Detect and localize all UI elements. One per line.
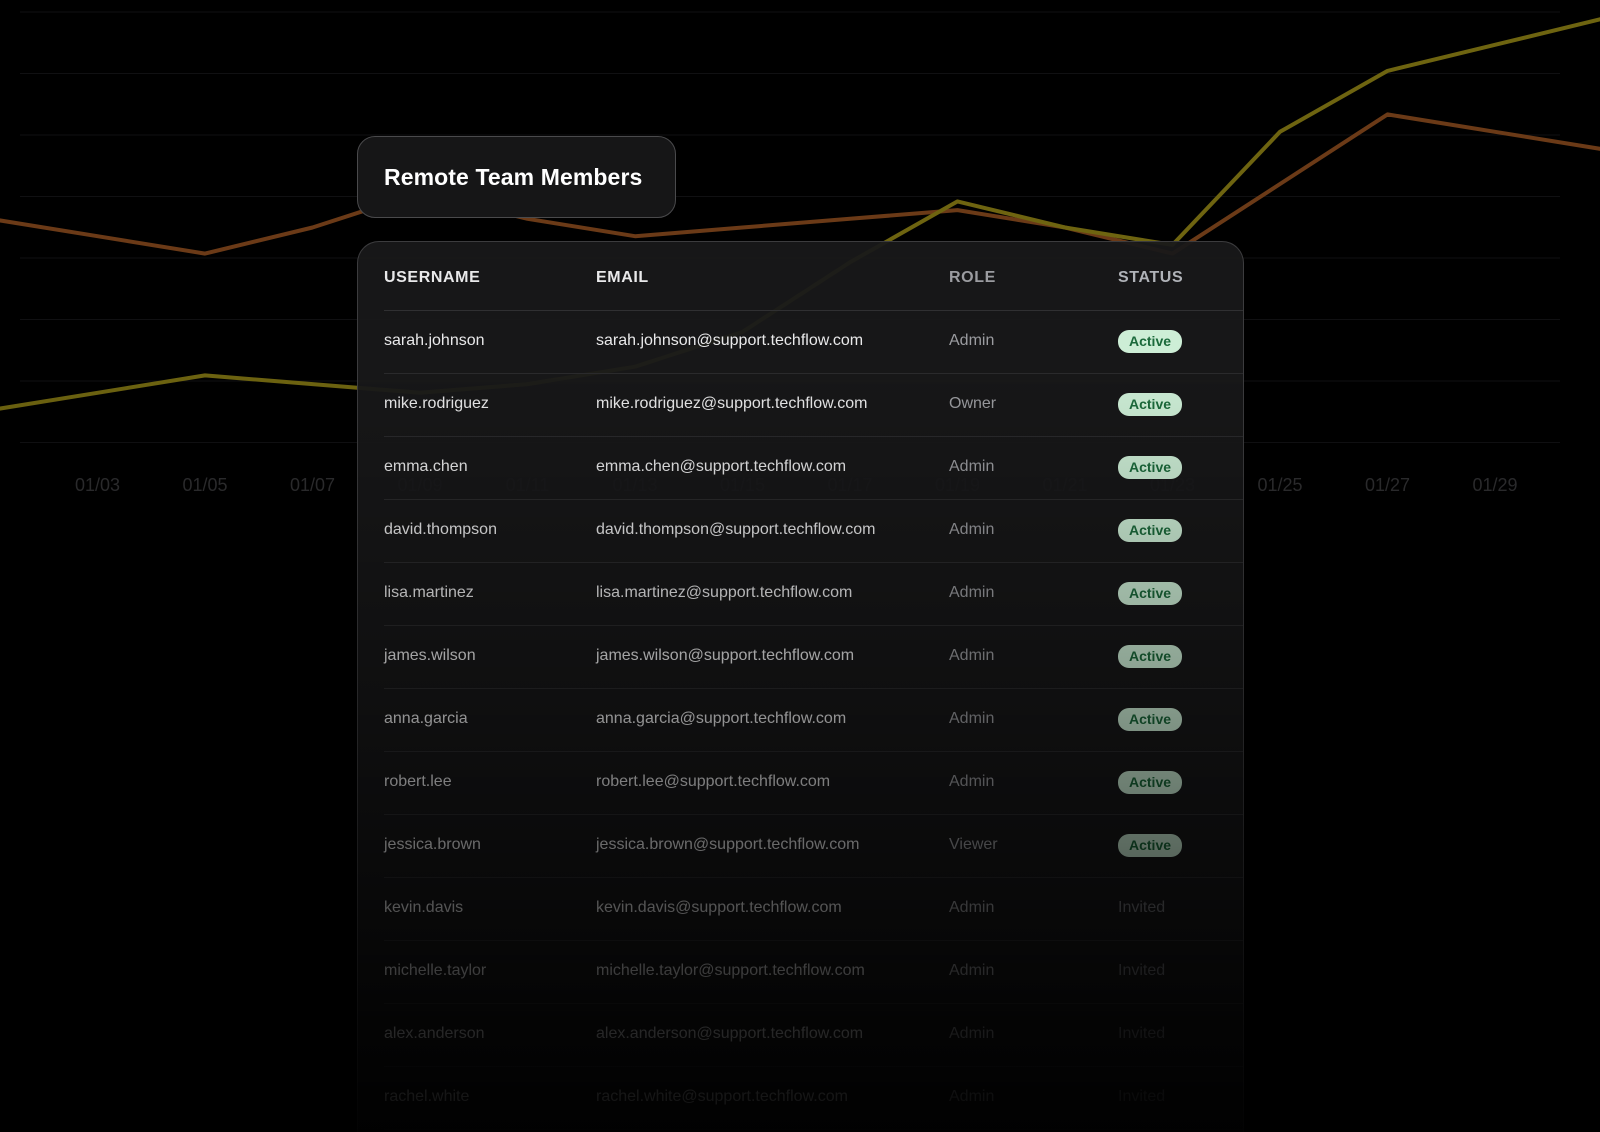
username-cell: kevin.davis bbox=[384, 899, 464, 916]
role-cell: Admin bbox=[949, 584, 995, 601]
status-cell: Invited bbox=[1118, 899, 1165, 917]
status-cell: Active bbox=[1118, 645, 1183, 670]
email-cell: kevin.davis@support.techflow.com bbox=[596, 899, 842, 916]
chart-x-tick-label: 01/03 bbox=[75, 475, 120, 495]
role-cell: Owner bbox=[949, 395, 997, 412]
username-cell: lisa.martinez bbox=[384, 584, 474, 601]
status-badge: Active bbox=[1118, 393, 1183, 416]
column-header-email[interactable]: EMAIL bbox=[596, 269, 649, 286]
status-text: Invited bbox=[1118, 962, 1166, 979]
role-cell: Viewer bbox=[949, 836, 998, 853]
column-header-role[interactable]: ROLE bbox=[949, 269, 996, 286]
email-cell: david.thompson@support.techflow.com bbox=[596, 521, 876, 538]
email-cell: lisa.martinez@support.techflow.com bbox=[596, 584, 853, 601]
username-cell: david.thompson bbox=[384, 521, 497, 538]
role-cell: Admin bbox=[949, 1088, 995, 1105]
email-cell: robert.lee@support.techflow.com bbox=[596, 773, 831, 790]
status-text: Invited bbox=[1118, 1025, 1166, 1042]
role-cell: Admin bbox=[949, 710, 995, 727]
email-cell: alex.anderson@support.techflow.com bbox=[596, 1025, 864, 1042]
status-cell: Active bbox=[1118, 393, 1183, 418]
role-cell: Admin bbox=[949, 458, 995, 475]
role-cell: Admin bbox=[949, 1025, 995, 1042]
status-cell: Active bbox=[1118, 834, 1183, 859]
chart-x-tick-label: 01/27 bbox=[1365, 475, 1410, 495]
table-row[interactable]: emma.chen emma.chen@support.techflow.com A… bbox=[384, 437, 1243, 500]
username-cell: jessica.brown bbox=[384, 836, 481, 853]
status-cell: Active bbox=[1118, 708, 1183, 733]
status-cell: Active bbox=[1118, 330, 1183, 355]
status-badge: Active bbox=[1118, 330, 1183, 353]
table-row[interactable]: lisa.martinez lisa.martinez@support.techf… bbox=[384, 563, 1243, 626]
status-text: Invited bbox=[1118, 899, 1166, 916]
table-row[interactable]: robert.lee robert.lee@support.techflow.co… bbox=[384, 752, 1243, 815]
column-header-status[interactable]: STATUS bbox=[1118, 269, 1184, 286]
status-cell: Active bbox=[1118, 519, 1183, 544]
column-header-username[interactable]: USERNAME bbox=[384, 269, 481, 286]
page-title: Remote Team Members bbox=[384, 163, 643, 190]
team-members-table: USERNAME EMAIL ROLE STATUS sarah.johnson… bbox=[357, 241, 1244, 1132]
chart-x-tick-label: 01/29 bbox=[1472, 475, 1517, 495]
status-cell: Active bbox=[1118, 582, 1183, 607]
username-cell: sarah.johnson bbox=[384, 332, 485, 349]
table-row[interactable]: david.thompson david.thompson@support.tec… bbox=[384, 500, 1243, 563]
email-cell: james.wilson@support.techflow.com bbox=[596, 647, 855, 664]
status-badge: Active bbox=[1118, 834, 1183, 857]
status-cell: Invited bbox=[1118, 1088, 1165, 1106]
status-cell: Invited bbox=[1118, 1025, 1165, 1043]
role-cell: Admin bbox=[949, 899, 995, 916]
table-row[interactable]: james.wilson james.wilson@support.techflo… bbox=[384, 626, 1243, 689]
chart-x-tick-label: 01/25 bbox=[1257, 475, 1302, 495]
email-cell: mike.rodriguez@support.techflow.com bbox=[596, 395, 868, 412]
role-cell: Admin bbox=[949, 332, 995, 349]
status-cell: Active bbox=[1118, 771, 1183, 796]
email-cell: sarah.johnson@support.techflow.com bbox=[596, 332, 864, 349]
role-cell: Admin bbox=[949, 773, 995, 790]
username-cell: anna.garcia bbox=[384, 710, 468, 727]
status-cell: Active bbox=[1118, 456, 1183, 481]
table-body: sarah.johnson sarah.johnson@support.techf… bbox=[358, 311, 1243, 1130]
table-row[interactable]: michelle.taylor michelle.taylor@support.t… bbox=[384, 941, 1243, 1004]
username-cell: rachel.white bbox=[384, 1088, 470, 1105]
role-cell: Admin bbox=[949, 962, 995, 979]
status-badge: Active bbox=[1118, 456, 1183, 479]
username-cell: alex.anderson bbox=[384, 1025, 485, 1042]
email-cell: jessica.brown@support.techflow.com bbox=[596, 836, 860, 853]
table-row[interactable]: anna.garcia anna.garcia@support.techflow.… bbox=[384, 689, 1243, 752]
username-cell: emma.chen bbox=[384, 458, 468, 475]
email-cell: anna.garcia@support.techflow.com bbox=[596, 710, 847, 727]
status-text: Invited bbox=[1118, 1088, 1166, 1105]
role-cell: Admin bbox=[949, 647, 995, 664]
page-title-pill: Remote Team Members bbox=[357, 136, 676, 218]
username-cell: michelle.taylor bbox=[384, 962, 487, 979]
email-cell: emma.chen@support.techflow.com bbox=[596, 458, 847, 475]
chart-x-tick-label: 01/05 bbox=[182, 475, 227, 495]
table-row[interactable]: rachel.white rachel.white@support.techflo… bbox=[384, 1067, 1243, 1130]
table-row[interactable]: kevin.davis kevin.davis@support.techflow.… bbox=[384, 878, 1243, 941]
status-badge: Active bbox=[1118, 519, 1183, 542]
table-header-row: USERNAME EMAIL ROLE STATUS bbox=[384, 242, 1243, 311]
username-cell: james.wilson bbox=[384, 647, 476, 664]
status-badge: Active bbox=[1118, 708, 1183, 731]
status-badge: Active bbox=[1118, 771, 1183, 794]
table-row[interactable]: jessica.brown jessica.brown@support.techf… bbox=[384, 815, 1243, 878]
email-cell: michelle.taylor@support.techflow.com bbox=[596, 962, 865, 979]
status-cell: Invited bbox=[1118, 962, 1165, 980]
table-row[interactable]: sarah.johnson sarah.johnson@support.techf… bbox=[384, 311, 1243, 374]
username-cell: mike.rodriguez bbox=[384, 395, 489, 412]
username-cell: robert.lee bbox=[384, 773, 452, 790]
status-badge: Active bbox=[1118, 645, 1183, 668]
status-badge: Active bbox=[1118, 582, 1183, 605]
chart-x-tick-label: 01/07 bbox=[290, 475, 335, 495]
role-cell: Admin bbox=[949, 521, 995, 538]
table-row[interactable]: mike.rodriguez mike.rodriguez@support.tec… bbox=[384, 374, 1243, 437]
email-cell: rachel.white@support.techflow.com bbox=[596, 1088, 848, 1105]
table-row[interactable]: alex.anderson alex.anderson@support.techf… bbox=[384, 1004, 1243, 1067]
